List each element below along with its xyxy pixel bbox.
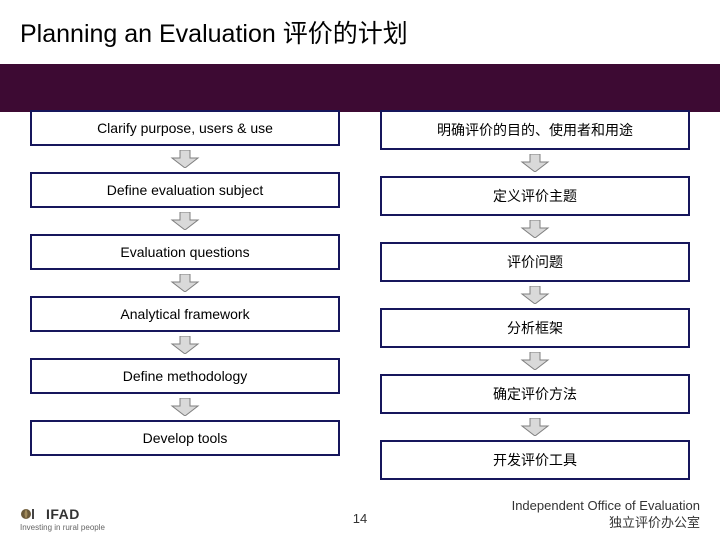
step-box: Develop tools (30, 420, 340, 456)
footer-org-en: Independent Office of Evaluation (512, 497, 700, 515)
step-box: Analytical framework (30, 296, 340, 332)
step-box: 定义评价主题 (380, 176, 690, 216)
footer-org-zh: 独立评价办公室 (512, 514, 700, 532)
header-band (0, 64, 720, 112)
step-box: Evaluation questions (30, 234, 340, 270)
step-box: 开发评价工具 (380, 440, 690, 480)
logo-text: IFAD (46, 506, 80, 522)
down-arrow-icon (518, 220, 552, 238)
footer-right: Independent Office of Evaluation 独立评价办公室 (512, 497, 700, 532)
down-arrow-icon (168, 150, 202, 168)
slide-title: Planning an Evaluation 评价的计划 (20, 10, 720, 54)
title-strip: Planning an Evaluation 评价的计划 (0, 0, 720, 64)
logo-tagline: Investing in rural people (20, 523, 105, 532)
down-arrow-icon (518, 418, 552, 436)
step-box: Define evaluation subject (30, 172, 340, 208)
step-box: 评价问题 (380, 242, 690, 282)
content-area: Clarify purpose, users & use Define eval… (0, 110, 720, 480)
ifad-logo-icon (20, 506, 42, 522)
step-box: 分析框架 (380, 308, 690, 348)
logo-block: IFAD Investing in rural people (20, 506, 105, 532)
step-box: Clarify purpose, users & use (30, 110, 340, 146)
down-arrow-icon (168, 212, 202, 230)
down-arrow-icon (168, 336, 202, 354)
down-arrow-icon (518, 352, 552, 370)
flow-columns: Clarify purpose, users & use Define eval… (30, 110, 690, 480)
right-column: 明确评价的目的、使用者和用途 定义评价主题 评价问题 分析框架 确定评价方法 开… (380, 110, 690, 480)
left-column: Clarify purpose, users & use Define eval… (30, 110, 340, 480)
footer: IFAD Investing in rural people Independe… (0, 497, 720, 532)
down-arrow-icon (518, 154, 552, 172)
down-arrow-icon (168, 274, 202, 292)
step-box: 确定评价方法 (380, 374, 690, 414)
down-arrow-icon (518, 286, 552, 304)
step-box: 明确评价的目的、使用者和用途 (380, 110, 690, 150)
down-arrow-icon (168, 398, 202, 416)
logo-row: IFAD (20, 506, 80, 522)
step-box: Define methodology (30, 358, 340, 394)
slide: Planning an Evaluation 评价的计划 Clarify pur… (0, 0, 720, 540)
header: Planning an Evaluation 评价的计划 (0, 0, 720, 112)
